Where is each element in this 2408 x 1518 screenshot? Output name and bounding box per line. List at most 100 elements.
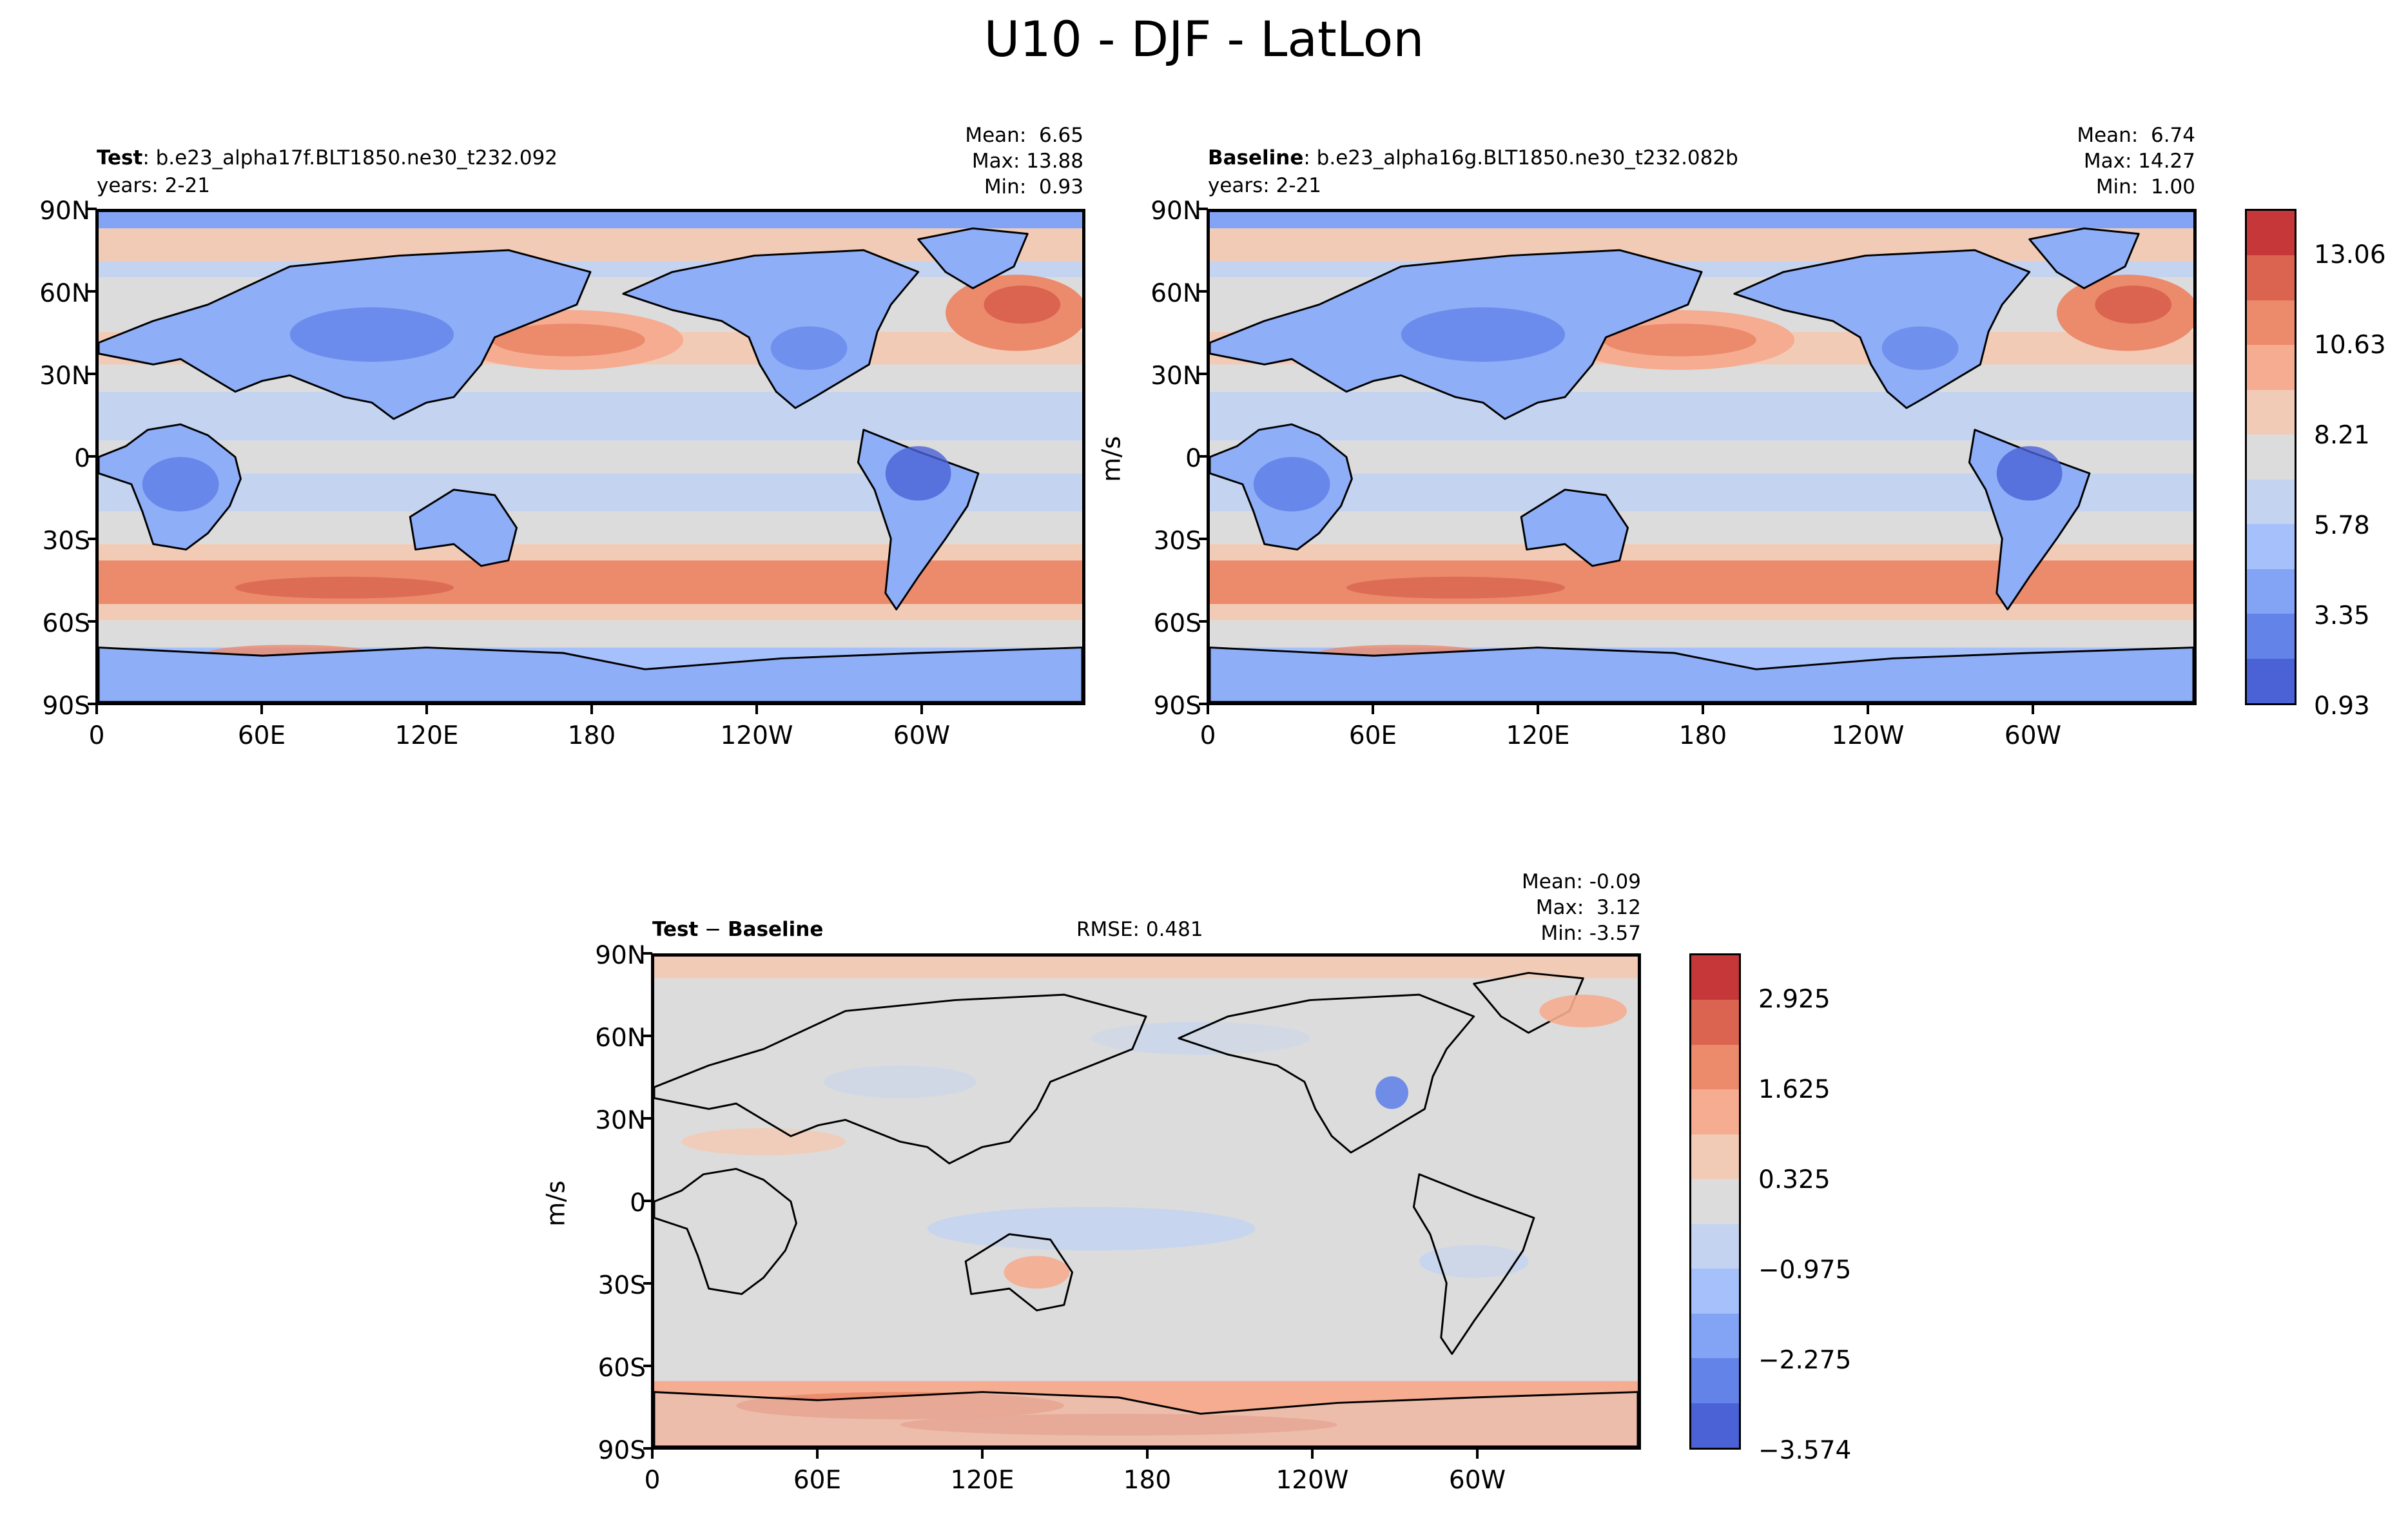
test-lat-tick: 30N <box>39 362 90 391</box>
test-lon-tick: 60W <box>893 721 951 750</box>
axis-tick-mark <box>1702 705 1704 714</box>
axis-tick-mark <box>755 705 758 714</box>
test-map <box>95 209 1085 705</box>
absolute-colorbar-tick: 8.21 <box>2314 421 2370 450</box>
diff-lat-tick: 60S <box>597 1354 646 1383</box>
axis-tick-mark <box>1372 705 1374 714</box>
axis-tick-mark <box>816 1450 819 1459</box>
diff-lon-tick: 180 <box>1123 1466 1172 1495</box>
test-lat-tick: 90N <box>39 197 90 226</box>
diff-label-test: Test <box>652 918 699 941</box>
diff-lat-tick: 30N <box>595 1106 646 1135</box>
baseline-lat-tick: 90N <box>1151 197 1201 226</box>
baseline-lat-tick: 60S <box>1153 609 1201 638</box>
axis-tick-mark <box>1311 1450 1314 1459</box>
test-lon-tick: 0 <box>88 721 105 750</box>
axis-tick-mark <box>260 705 263 714</box>
diff-lat-tick: 60N <box>595 1024 646 1053</box>
baseline-label-case: : b.e23_alpha16g.BLT1850.ne30_t232.082b <box>1303 146 1738 170</box>
axis-tick-mark <box>1537 705 1539 714</box>
axis-tick-mark <box>1207 705 1209 714</box>
test-years: years: 2-21 <box>97 174 210 197</box>
axis-tick-mark <box>643 1282 652 1285</box>
axis-tick-mark <box>1199 290 1208 293</box>
colorbar-swatch <box>2247 658 2295 703</box>
axis-tick-mark <box>981 1450 984 1459</box>
diff-lon-tick: 60E <box>793 1466 842 1495</box>
diff-lat-tick: 30S <box>597 1271 646 1300</box>
difference-colorbar <box>1689 953 1741 1450</box>
colorbar-swatch <box>2247 569 2295 614</box>
difference-colorbar-tick: 1.625 <box>1758 1075 1830 1104</box>
baseline-stats: Mean: 6.74 Max: 14.27 Min: 1.00 <box>2077 124 2195 199</box>
test-lon-tick: 60E <box>237 721 286 750</box>
baseline-lon-tick: 120W <box>1831 721 1905 750</box>
difference-colorbar-tick: 0.325 <box>1758 1165 1830 1194</box>
axis-tick-mark <box>425 705 428 714</box>
test-lat-tick: 60N <box>39 279 90 308</box>
colorbar-swatch <box>1691 1358 1739 1403</box>
diff-lat-tick: 90N <box>595 941 646 970</box>
axis-tick-mark <box>88 290 97 293</box>
difference-colorbar-tick: −2.275 <box>1758 1346 1852 1375</box>
axis-tick-mark <box>590 705 593 714</box>
colorbar-swatch <box>2247 614 2295 659</box>
baseline-lat-tick: 60N <box>1151 279 1201 308</box>
difference-colorbar-tick: −0.975 <box>1758 1256 1852 1285</box>
diff-label: Test − Baseline <box>652 917 823 942</box>
axis-tick-mark <box>88 373 97 375</box>
test-lon-tick: 120E <box>394 721 459 750</box>
axis-tick-mark <box>88 455 97 458</box>
test-lat-tick: 30S <box>42 527 90 556</box>
colorbar-swatch <box>1691 1000 1739 1045</box>
axis-tick-mark <box>920 705 923 714</box>
baseline-lat-tick: 0 <box>1185 444 1201 473</box>
test-lat-tick: 0 <box>74 444 90 473</box>
axis-tick-mark <box>643 1035 652 1037</box>
diff-lat-tick: 0 <box>630 1189 646 1218</box>
colorbar-swatch <box>1691 1044 1739 1090</box>
colorbar-swatch <box>2247 300 2295 345</box>
baseline-lon-tick: 120E <box>1506 721 1570 750</box>
baseline-lon-tick: 0 <box>1199 721 1216 750</box>
axis-tick-mark <box>1199 208 1208 210</box>
axis-tick-mark <box>643 1200 652 1202</box>
axis-tick-mark <box>2032 705 2034 714</box>
diff-units: m/s <box>541 1180 571 1227</box>
baseline-lat-tick: 30N <box>1151 362 1201 391</box>
diff-map <box>651 953 1641 1450</box>
difference-colorbar-tick: 2.925 <box>1758 985 1830 1014</box>
colorbar-swatch <box>2247 524 2295 569</box>
absolute-colorbar <box>2245 209 2296 705</box>
test-label-case: : b.e23_alpha17f.BLT1850.ne30_t232.092 <box>142 146 558 170</box>
test-label: Test: b.e23_alpha17f.BLT1850.ne30_t232.0… <box>97 145 558 171</box>
axis-tick-mark <box>88 208 97 210</box>
diff-label-sep: − <box>698 918 728 941</box>
axis-tick-mark <box>88 620 97 623</box>
baseline-lon-tick: 60W <box>2004 721 2062 750</box>
colorbar-swatch <box>2247 345 2295 390</box>
diff-rmse: RMSE: 0.481 <box>1076 918 1203 941</box>
axis-tick-mark <box>88 538 97 540</box>
axis-tick-mark <box>643 1447 652 1450</box>
colorbar-swatch <box>1691 1089 1739 1134</box>
axis-tick-mark <box>1199 538 1208 540</box>
axis-tick-mark <box>1146 1450 1149 1459</box>
colorbar-swatch <box>1691 1223 1739 1269</box>
baseline-label: Baseline: b.e23_alpha16g.BLT1850.ne30_t2… <box>1208 145 1738 171</box>
diff-lon-tick: 120E <box>950 1466 1015 1495</box>
test-lon-tick: 180 <box>567 721 616 750</box>
axis-tick-mark <box>651 1450 654 1459</box>
baseline-years: years: 2-21 <box>1208 174 1321 197</box>
colorbar-swatch <box>1691 1134 1739 1180</box>
absolute-colorbar-tick: 0.93 <box>2314 692 2370 721</box>
colorbar-swatch <box>2247 389 2295 435</box>
baseline-label-bold: Baseline <box>1208 146 1304 170</box>
test-stats: Mean: 6.65 Max: 13.88 Min: 0.93 <box>965 124 1083 199</box>
colorbar-swatch <box>2247 479 2295 525</box>
colorbar-swatch <box>1691 955 1739 1000</box>
test-label-bold: Test <box>97 146 143 170</box>
baseline-units: m/s <box>1097 436 1127 482</box>
baseline-lat-tick: 30S <box>1153 527 1201 556</box>
baseline-lon-tick: 60E <box>1348 721 1397 750</box>
